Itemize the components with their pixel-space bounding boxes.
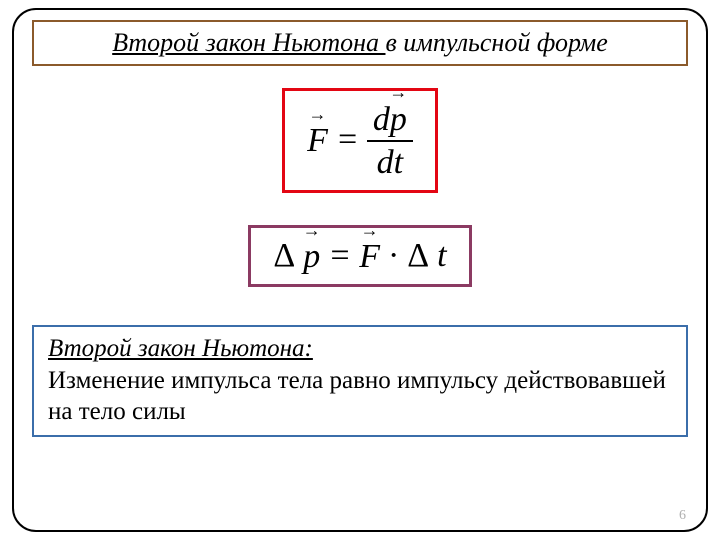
primary-equation-box: F = dp dt — [282, 88, 438, 193]
equals-sign-2: = — [328, 237, 351, 275]
vector-f-2: F — [359, 236, 380, 276]
differential-d-bottom: d — [377, 144, 394, 181]
time-t: t — [394, 144, 403, 181]
formula-area: F = dp dt Δp = F · Δt — [32, 88, 688, 287]
title-rest: в импульсной форме — [386, 28, 608, 57]
equals-sign: = — [336, 121, 359, 159]
slide-panel: Второй закон Ньютона в импульсной форме … — [12, 8, 708, 532]
secondary-equation-box: Δp = F · Δt — [248, 225, 471, 287]
delta-1: Δ — [273, 237, 295, 275]
vector-p-2: p — [303, 236, 320, 276]
page-number: 6 — [679, 508, 686, 524]
slide-title: Второй закон Ньютона в импульсной форме — [46, 28, 674, 58]
secondary-equation: Δp = F · Δt — [273, 236, 446, 276]
fraction-dp-dt: dp dt — [367, 99, 413, 182]
vector-p: p — [390, 99, 407, 138]
middle-dot: · — [388, 237, 399, 275]
fraction-denominator: dt — [371, 142, 409, 181]
definition-body: Изменение импульса тела равно импульсу д… — [48, 365, 672, 428]
definition-box: Второй закон Ньютона: Изменение импульса… — [32, 325, 688, 438]
time-t-2: t — [437, 237, 446, 275]
fraction-numerator: dp — [367, 99, 413, 142]
title-underlined-portion: Второй закон Ньютона — [112, 28, 385, 57]
definition-heading: Второй закон Ньютона: — [48, 335, 672, 363]
title-box: Второй закон Ньютона в импульсной форме — [32, 20, 688, 66]
primary-equation: F = dp dt — [307, 99, 413, 182]
delta-2: Δ — [407, 237, 429, 275]
differential-d-top: d — [373, 101, 390, 138]
vector-f: F — [307, 120, 328, 160]
